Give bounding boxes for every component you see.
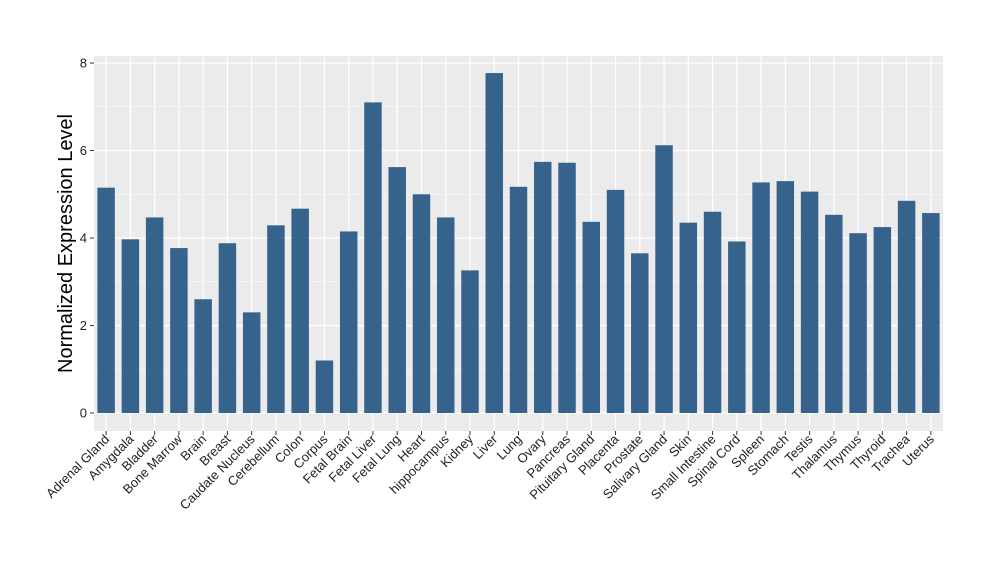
bar-uterus xyxy=(922,213,940,413)
bar-small-intestine xyxy=(703,211,722,413)
y-axis-title: Normalized Expression Level xyxy=(55,114,77,373)
bar-ovary xyxy=(534,161,552,413)
y-tick-label: 2 xyxy=(80,318,87,333)
bar-kidney xyxy=(461,270,479,413)
bar-fetal-lung xyxy=(388,167,406,413)
bar-bladder xyxy=(145,217,164,413)
bar-corpus xyxy=(315,360,334,413)
bar-liver xyxy=(485,73,503,413)
bar-bone-marrow xyxy=(170,248,188,413)
bar-testis xyxy=(800,191,819,413)
bar-thalamus xyxy=(825,214,843,413)
bar-stomach xyxy=(776,181,795,413)
bar-heart xyxy=(412,194,431,413)
y-tick-label: 6 xyxy=(80,143,87,158)
bar-spleen xyxy=(752,182,770,413)
bar-salivary-gland xyxy=(655,145,673,413)
bar-cerebellum xyxy=(267,225,285,413)
bar-adrenal-gland xyxy=(97,187,115,413)
bar-pancreas xyxy=(558,162,576,413)
bars-group xyxy=(97,73,940,413)
bar-trachea xyxy=(897,200,916,413)
bar-amygdala xyxy=(121,239,140,413)
bar-spinal-cord xyxy=(728,241,746,413)
y-tick-label: 8 xyxy=(80,56,87,71)
bar-pituitary-gland xyxy=(582,221,601,413)
bar-lung xyxy=(509,186,528,413)
y-tick-label: 0 xyxy=(80,406,87,421)
bar-breast xyxy=(218,243,237,413)
y-tick-label: 4 xyxy=(80,231,87,246)
bar-placenta xyxy=(606,189,625,413)
y-axis: 0 2 4 6 8 xyxy=(80,56,94,421)
bar-brain xyxy=(194,299,212,413)
bar-thyroid xyxy=(873,227,892,413)
bar-skin xyxy=(679,222,698,413)
bar-hippocampus xyxy=(436,217,455,413)
bar-prostate xyxy=(631,253,649,413)
bar-fetal-liver xyxy=(364,102,382,413)
bar-colon xyxy=(291,208,309,413)
bar-fetal-brain xyxy=(339,231,358,413)
x-tick-label: Liver xyxy=(470,431,501,462)
bar-thymus xyxy=(849,233,867,413)
bar-caudate-nucleus xyxy=(242,312,261,413)
